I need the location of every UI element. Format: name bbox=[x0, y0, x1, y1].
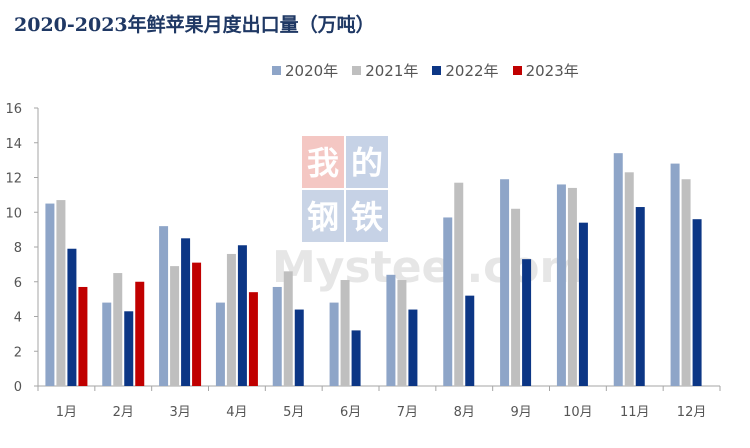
y-tick-label: 0 bbox=[14, 380, 22, 395]
legend-label-2022: 2022年 bbox=[445, 62, 499, 80]
watermark-cell bbox=[302, 136, 344, 188]
legend-swatch-2020 bbox=[272, 66, 281, 75]
x-tick-label: 4月 bbox=[226, 405, 247, 420]
legend: 2020年 2021年 2022年 2023年 bbox=[272, 60, 579, 81]
y-tick-label: 14 bbox=[5, 137, 22, 152]
y-tick-label: 2 bbox=[14, 345, 22, 360]
y-tick-label: 4 bbox=[14, 311, 22, 326]
legend-item-2022: 2022年 bbox=[432, 60, 499, 81]
legend-item-2020: 2020年 bbox=[272, 60, 338, 81]
bars bbox=[45, 153, 702, 386]
bar-2022年-10月 bbox=[578, 222, 588, 386]
x-tick-label: 1月 bbox=[56, 405, 77, 420]
bar-2021年-8月 bbox=[454, 182, 464, 386]
x-tick-label: 7月 bbox=[397, 405, 418, 420]
bar-2021年-11月 bbox=[624, 172, 634, 386]
bar-2022年-9月 bbox=[522, 259, 532, 386]
x-tick-label: 3月 bbox=[169, 405, 190, 420]
bar-2020年-6月 bbox=[329, 302, 339, 386]
watermark-char: 的 bbox=[351, 144, 383, 182]
x-tick-label: 6月 bbox=[340, 405, 361, 420]
bar-2022年-12月 bbox=[692, 219, 702, 386]
bar-2021年-2月 bbox=[113, 273, 123, 386]
watermark-cell bbox=[346, 190, 388, 242]
bar-2022年-8月 bbox=[465, 295, 475, 386]
bar-2023年-4月 bbox=[248, 292, 258, 386]
bar-2022年-5月 bbox=[294, 309, 304, 386]
axes: 0 2 4 6 8 10 12 14 16 1月 2月 3月 4月 5月 6月 7月 8月 9月 10月 11月 12月 bbox=[5, 102, 721, 420]
x-tick-label: 9月 bbox=[510, 405, 531, 420]
x-tick-label: 10月 bbox=[563, 405, 593, 420]
bar-2021年-4月 bbox=[226, 253, 236, 386]
legend-swatch-2022 bbox=[432, 66, 442, 75]
legend-swatch-2023 bbox=[512, 66, 522, 75]
bar-2020年-2月 bbox=[102, 302, 112, 386]
x-tick-label: 12月 bbox=[677, 405, 707, 420]
legend-item-2023: 2023年 bbox=[512, 60, 579, 81]
watermark-char: 我 bbox=[307, 144, 339, 182]
bar-2021年-1月 bbox=[56, 200, 66, 386]
legend-label-2021: 2021年 bbox=[365, 62, 419, 80]
bar-2021年-7月 bbox=[397, 280, 407, 386]
bar-2022年-11月 bbox=[635, 207, 645, 386]
bar-2021年-12月 bbox=[681, 179, 691, 386]
bar-2022年-1月 bbox=[67, 248, 77, 386]
x-tick-label: 8月 bbox=[454, 405, 475, 420]
bar-2022年-2月 bbox=[124, 311, 134, 386]
bar-2022年-3月 bbox=[181, 238, 191, 386]
bar-2020年-7月 bbox=[386, 274, 396, 386]
y-tick-label: 6 bbox=[14, 276, 22, 291]
legend-item-2021: 2021年 bbox=[352, 60, 418, 81]
bar-2020年-12月 bbox=[670, 163, 680, 386]
y-tick-label: 10 bbox=[5, 206, 22, 221]
watermark-cell bbox=[346, 136, 388, 188]
bar-2021年-10月 bbox=[567, 187, 577, 386]
bar-2020年-8月 bbox=[443, 217, 453, 386]
x-tick-label: 5月 bbox=[283, 405, 304, 420]
legend-swatch-2021 bbox=[352, 66, 362, 75]
bar-2023年-1月 bbox=[78, 286, 88, 386]
watermark-char: 钢 bbox=[307, 198, 339, 236]
bar-2020年-4月 bbox=[215, 302, 225, 386]
bar-2020年-9月 bbox=[500, 179, 510, 386]
bar-2021年-6月 bbox=[340, 280, 350, 386]
watermark-text: Mysteel.com bbox=[272, 242, 585, 293]
bar-2020年-1月 bbox=[45, 203, 55, 386]
bar-2023年-2月 bbox=[135, 281, 145, 386]
x-tick-label: 11月 bbox=[620, 405, 650, 420]
bar-2020年-3月 bbox=[159, 226, 169, 386]
bar-2021年-3月 bbox=[170, 266, 180, 386]
watermark-char: 铁 bbox=[351, 198, 383, 236]
bar-2023年-3月 bbox=[192, 262, 202, 386]
chart-title: 2020-2023年鲜苹果月度出口量（万吨） bbox=[14, 14, 375, 36]
bar-2021年-9月 bbox=[511, 208, 521, 386]
bar-2022年-7月 bbox=[408, 309, 418, 386]
watermark-logo: 我的钢 铁 Mysteel.com bbox=[272, 136, 585, 293]
bar-2020年-10月 bbox=[556, 184, 566, 386]
x-tick-label: 2月 bbox=[113, 405, 134, 420]
legend-label-2020: 2020年 bbox=[285, 62, 339, 80]
bar-2021年-5月 bbox=[283, 271, 293, 386]
watermark-cell bbox=[302, 190, 344, 242]
bar-2020年-5月 bbox=[272, 286, 282, 386]
legend-label-2023: 2023年 bbox=[525, 62, 579, 80]
bar-2020年-11月 bbox=[613, 153, 623, 386]
y-tick-label: 12 bbox=[5, 172, 22, 187]
bar-2022年-4月 bbox=[237, 245, 247, 386]
y-tick-label: 16 bbox=[5, 102, 22, 117]
bar-2022年-6月 bbox=[351, 330, 361, 386]
y-tick-label: 8 bbox=[14, 241, 22, 256]
